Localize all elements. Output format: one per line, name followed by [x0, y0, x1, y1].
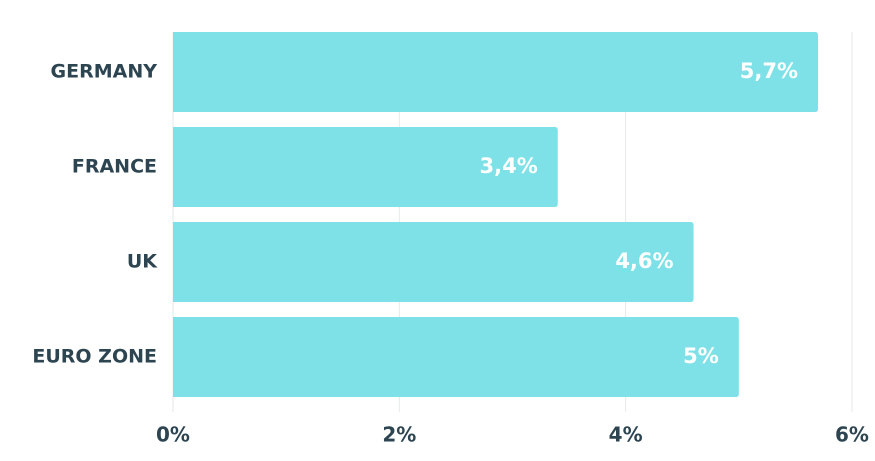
x-tick-label: 2%: [382, 423, 416, 447]
y-tick-label: FRANCE: [72, 156, 157, 178]
bar: [173, 222, 694, 302]
value-label: 5,7%: [740, 59, 798, 83]
value-label: 4,6%: [615, 249, 673, 273]
y-tick-label: EURO ZONE: [32, 346, 157, 368]
value-label: 5%: [683, 344, 719, 368]
x-tick-label: 4%: [609, 423, 643, 447]
y-tick-label: GERMANY: [51, 61, 158, 83]
bar: [173, 127, 558, 207]
value-label: 3,4%: [480, 154, 538, 178]
x-tick-label: 6%: [835, 423, 869, 447]
y-tick-label: UK: [127, 251, 158, 273]
bar: [173, 317, 739, 397]
x-tick-label: 0%: [156, 423, 190, 447]
bar: [173, 32, 819, 112]
